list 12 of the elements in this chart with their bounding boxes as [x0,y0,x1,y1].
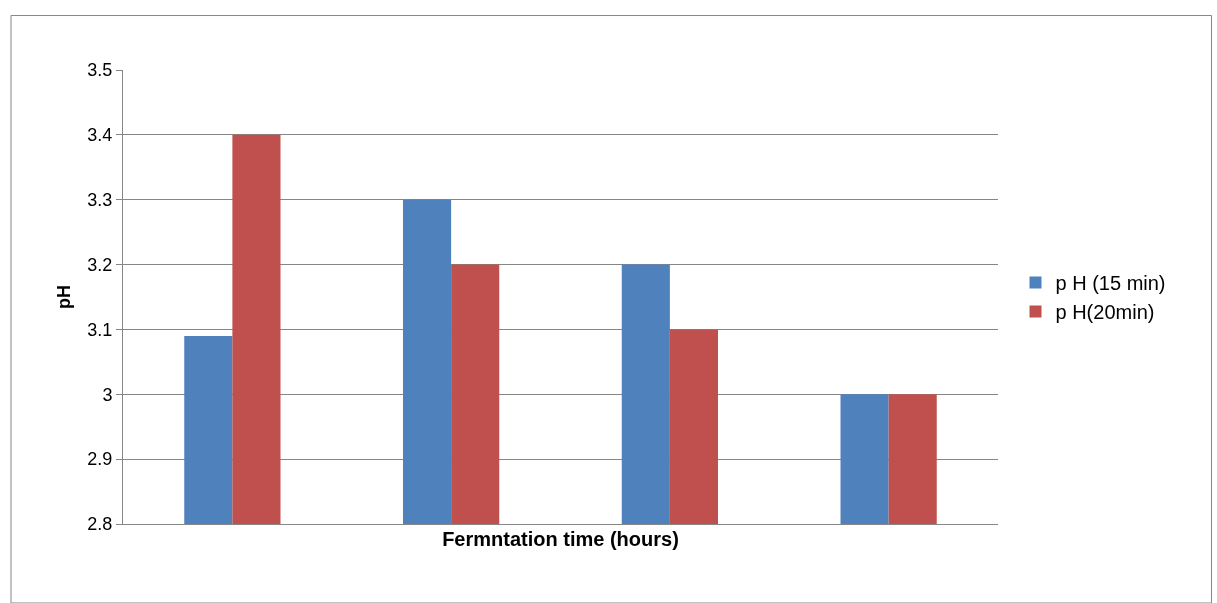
y-tick-label: 3.1 [87,319,113,340]
y-tick-label: 3.5 [87,60,113,81]
y-axis-title: pH [53,285,74,309]
y-tick-label: 2.8 [87,514,113,535]
y-tick-label: 3 [102,384,113,405]
y-tick-label: 3.2 [87,254,113,275]
legend-label: p H(20min) [1055,301,1155,324]
y-tick-label: 3.3 [87,190,113,211]
y-tick-label: 2.9 [87,449,113,470]
y-tick-label: 3.4 [87,125,113,146]
x-axis-title: Fermntation time (hours) [442,528,679,551]
legend-label: p H (15 min) [1055,272,1166,295]
